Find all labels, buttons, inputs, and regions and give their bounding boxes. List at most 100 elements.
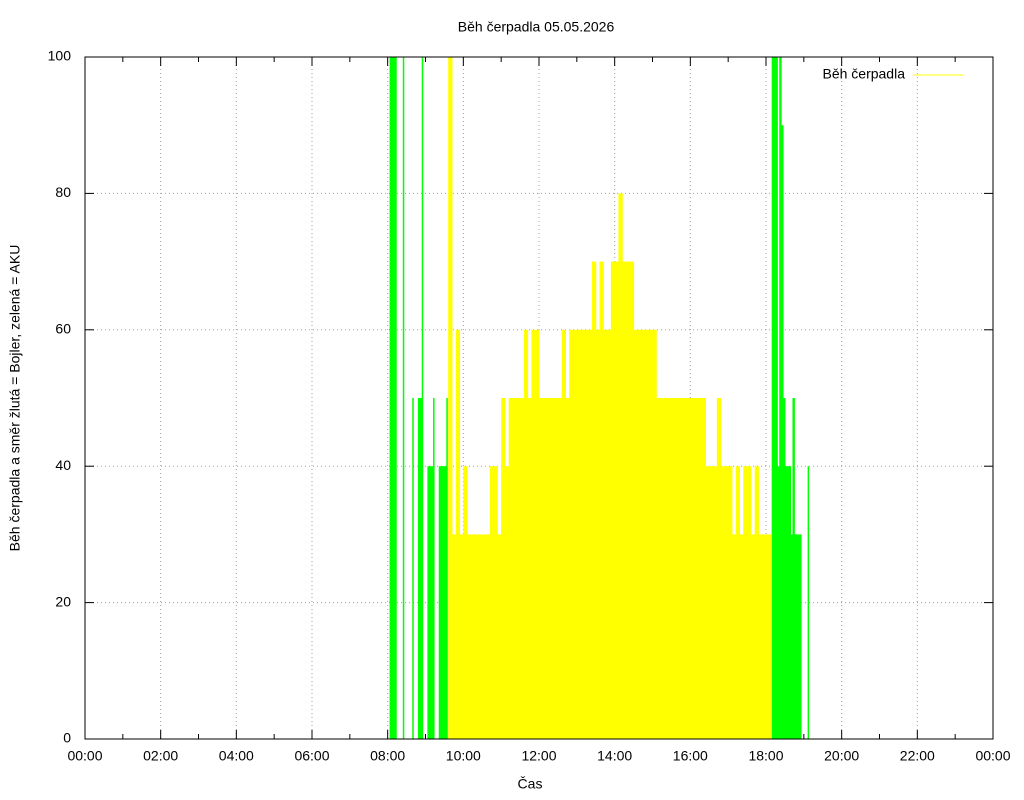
impulse <box>781 125 784 739</box>
impulse <box>675 398 680 739</box>
impulse <box>667 398 672 739</box>
impulse <box>807 466 810 739</box>
x-tick-label: 18:00 <box>748 748 783 764</box>
impulse <box>731 534 737 739</box>
impulse <box>790 534 793 739</box>
impulse <box>766 534 771 739</box>
impulse <box>550 398 555 739</box>
impulse <box>542 398 548 739</box>
impulse <box>773 57 776 739</box>
x-tick-label: 12:00 <box>521 748 556 764</box>
impulse <box>554 398 559 739</box>
impulse <box>786 466 790 739</box>
impulse <box>788 466 792 739</box>
impulse <box>656 398 661 739</box>
impulse <box>686 398 691 739</box>
impulse <box>784 466 788 739</box>
impulse <box>779 57 782 739</box>
impulse <box>573 329 578 739</box>
impulse <box>652 329 657 739</box>
impulse <box>569 329 574 739</box>
impulse <box>446 398 448 739</box>
impulse <box>512 398 517 739</box>
impulse <box>520 398 525 739</box>
impulse <box>641 329 646 739</box>
impulse <box>743 466 748 739</box>
impulse <box>637 329 642 739</box>
impulse <box>497 534 502 739</box>
impulse <box>762 534 767 739</box>
impulse <box>775 57 778 739</box>
impulse <box>660 398 665 739</box>
impulse <box>459 534 464 739</box>
x-tick-label: 00:00 <box>67 748 102 764</box>
impulse <box>614 261 619 739</box>
chart-title: Běh čerpadla 05.05.2026 <box>458 19 615 35</box>
impulse <box>697 398 703 739</box>
impulse <box>580 329 585 739</box>
impulse <box>478 534 483 739</box>
impulse <box>783 398 786 739</box>
x-tick-label: 04:00 <box>219 748 254 764</box>
x-tick-label: 16:00 <box>673 748 708 764</box>
impulse <box>565 398 570 739</box>
impulse <box>427 466 434 739</box>
x-tick-label: 08:00 <box>370 748 405 764</box>
impulse <box>694 398 699 739</box>
impulse <box>599 261 604 739</box>
impulse <box>622 261 627 739</box>
impulse <box>482 534 487 739</box>
impulse <box>588 329 593 739</box>
y-tick-label: 40 <box>55 457 71 473</box>
impulse <box>701 398 706 739</box>
impulse <box>648 329 653 739</box>
impulse <box>671 398 676 739</box>
impulse <box>800 534 802 739</box>
impulse <box>402 57 405 739</box>
impulse <box>716 398 722 739</box>
impulse <box>705 466 710 739</box>
impulse <box>493 466 498 739</box>
impulse <box>474 534 479 739</box>
impulse <box>777 466 780 739</box>
impulse <box>535 329 540 739</box>
impulse <box>412 398 414 739</box>
legend-label: Běh čerpadla <box>822 66 905 82</box>
impulse <box>720 466 725 739</box>
y-tick-label: 100 <box>48 48 72 64</box>
impulse <box>455 329 461 739</box>
impulse <box>433 398 435 739</box>
impulse <box>626 261 631 739</box>
impulse <box>421 57 424 739</box>
impulse <box>463 466 468 739</box>
impulse <box>486 534 491 739</box>
impulse <box>663 398 669 739</box>
x-tick-label: 06:00 <box>294 748 329 764</box>
impulse <box>739 534 744 739</box>
impulse <box>690 398 695 739</box>
y-tick-label: 60 <box>55 321 71 337</box>
impulse <box>769 534 772 739</box>
impulse <box>633 329 638 739</box>
impulse <box>516 398 521 739</box>
impulse <box>557 398 563 739</box>
impulse <box>735 466 741 739</box>
impulse <box>584 329 589 739</box>
impulse <box>728 466 733 739</box>
impulse <box>724 466 729 739</box>
impulse <box>591 261 597 739</box>
impulse <box>539 398 544 739</box>
impulse <box>489 466 495 739</box>
impulse <box>682 398 688 739</box>
impulse <box>794 534 797 739</box>
impulse <box>713 466 718 739</box>
impulse <box>546 398 551 739</box>
impulse <box>758 534 763 739</box>
impulse <box>467 534 472 739</box>
impulse <box>531 329 536 739</box>
x-tick-label: 02:00 <box>143 748 178 764</box>
impulse <box>796 534 799 739</box>
impulse <box>417 398 423 739</box>
impulse <box>750 534 756 739</box>
